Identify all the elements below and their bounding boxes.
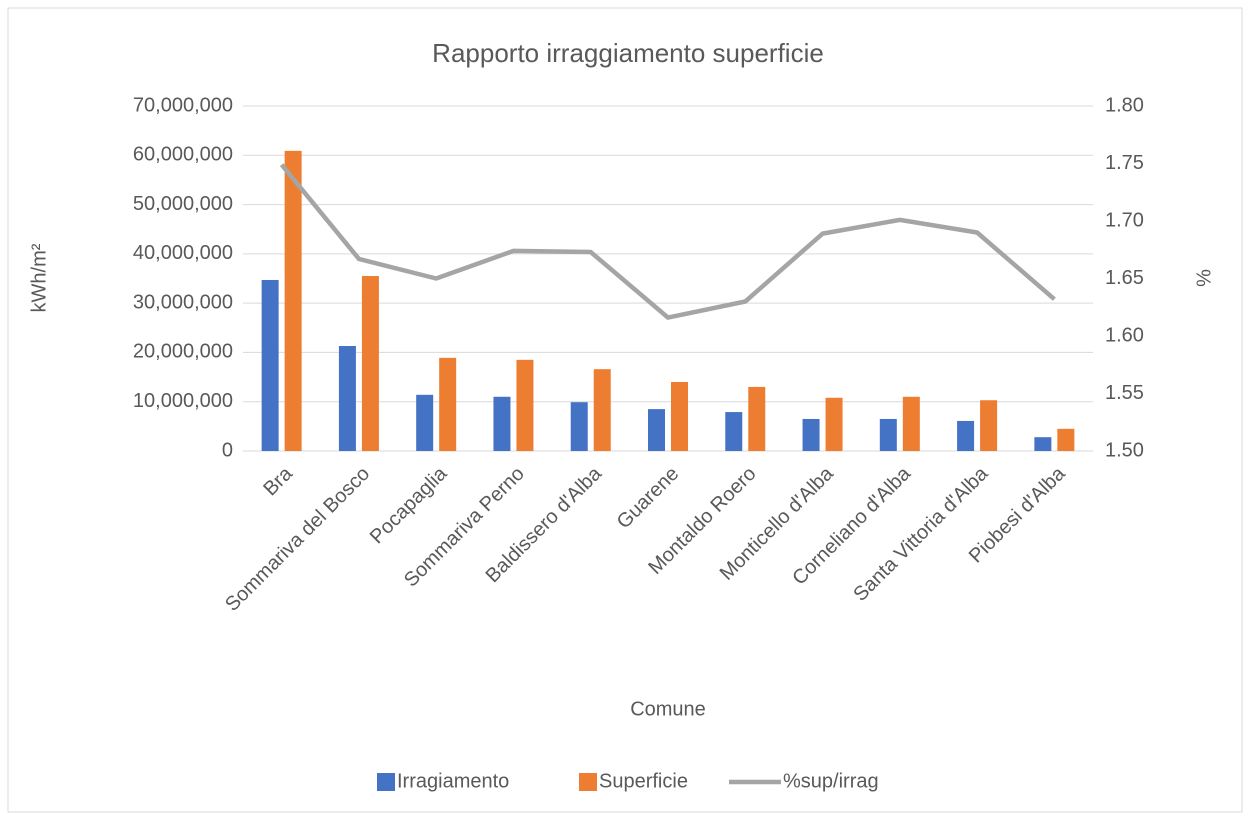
bar (261, 279, 279, 451)
bar (338, 346, 356, 451)
y-tick-label: 40,000,000 (133, 242, 233, 264)
legend-swatch (579, 773, 597, 791)
bar (648, 409, 665, 451)
y2-tick-label: 1.60 (1105, 324, 1144, 346)
bar (671, 382, 688, 451)
y2-axis-label: % (1193, 269, 1215, 287)
bar (593, 369, 611, 451)
y-axis-label: kWh/m² (28, 243, 50, 312)
bar (825, 397, 843, 451)
bar (1034, 437, 1052, 451)
bar (416, 394, 434, 451)
y-tick-label: 10,000,000 (133, 390, 233, 412)
bar (570, 402, 588, 451)
bar (284, 150, 302, 451)
bar (980, 400, 998, 451)
y-tick-label: 60,000,000 (133, 144, 233, 166)
chart-title: Rapporto irraggiamento superficie (432, 38, 824, 68)
y2-tick-label: 1.80 (1105, 94, 1144, 116)
legend-label: Irragiamento (397, 770, 509, 792)
bar (516, 359, 534, 451)
bar (802, 418, 820, 451)
y-tick-label: 0 (222, 439, 233, 461)
y2-tick-label: 1.65 (1105, 267, 1144, 289)
y2-tick-label: 1.75 (1105, 152, 1144, 174)
bar (957, 420, 975, 451)
bar (439, 357, 457, 451)
line (279, 163, 1056, 320)
bar (725, 412, 743, 451)
legend-swatch (377, 773, 395, 791)
y2-tick-label: 1.50 (1105, 439, 1144, 461)
legend-label: Superficie (599, 770, 688, 792)
y2-tick-label: 1.55 (1105, 382, 1144, 404)
legend-label: %sup/irrag (783, 770, 879, 792)
y-tick-label: 50,000,000 (133, 193, 233, 215)
x-axis-label: Comune (630, 698, 706, 720)
y-tick-label: 20,000,000 (133, 341, 233, 363)
bar (902, 396, 920, 451)
bar (361, 276, 379, 451)
bar (879, 418, 897, 451)
y2-tick-label: 1.70 (1105, 209, 1144, 231)
y-tick-label: 30,000,000 (133, 291, 233, 313)
bar (1057, 428, 1075, 451)
bar (748, 386, 766, 451)
y-tick-label: 70,000,000 (133, 94, 233, 116)
bar (493, 396, 511, 451)
chart-border (7, 7, 1243, 813)
